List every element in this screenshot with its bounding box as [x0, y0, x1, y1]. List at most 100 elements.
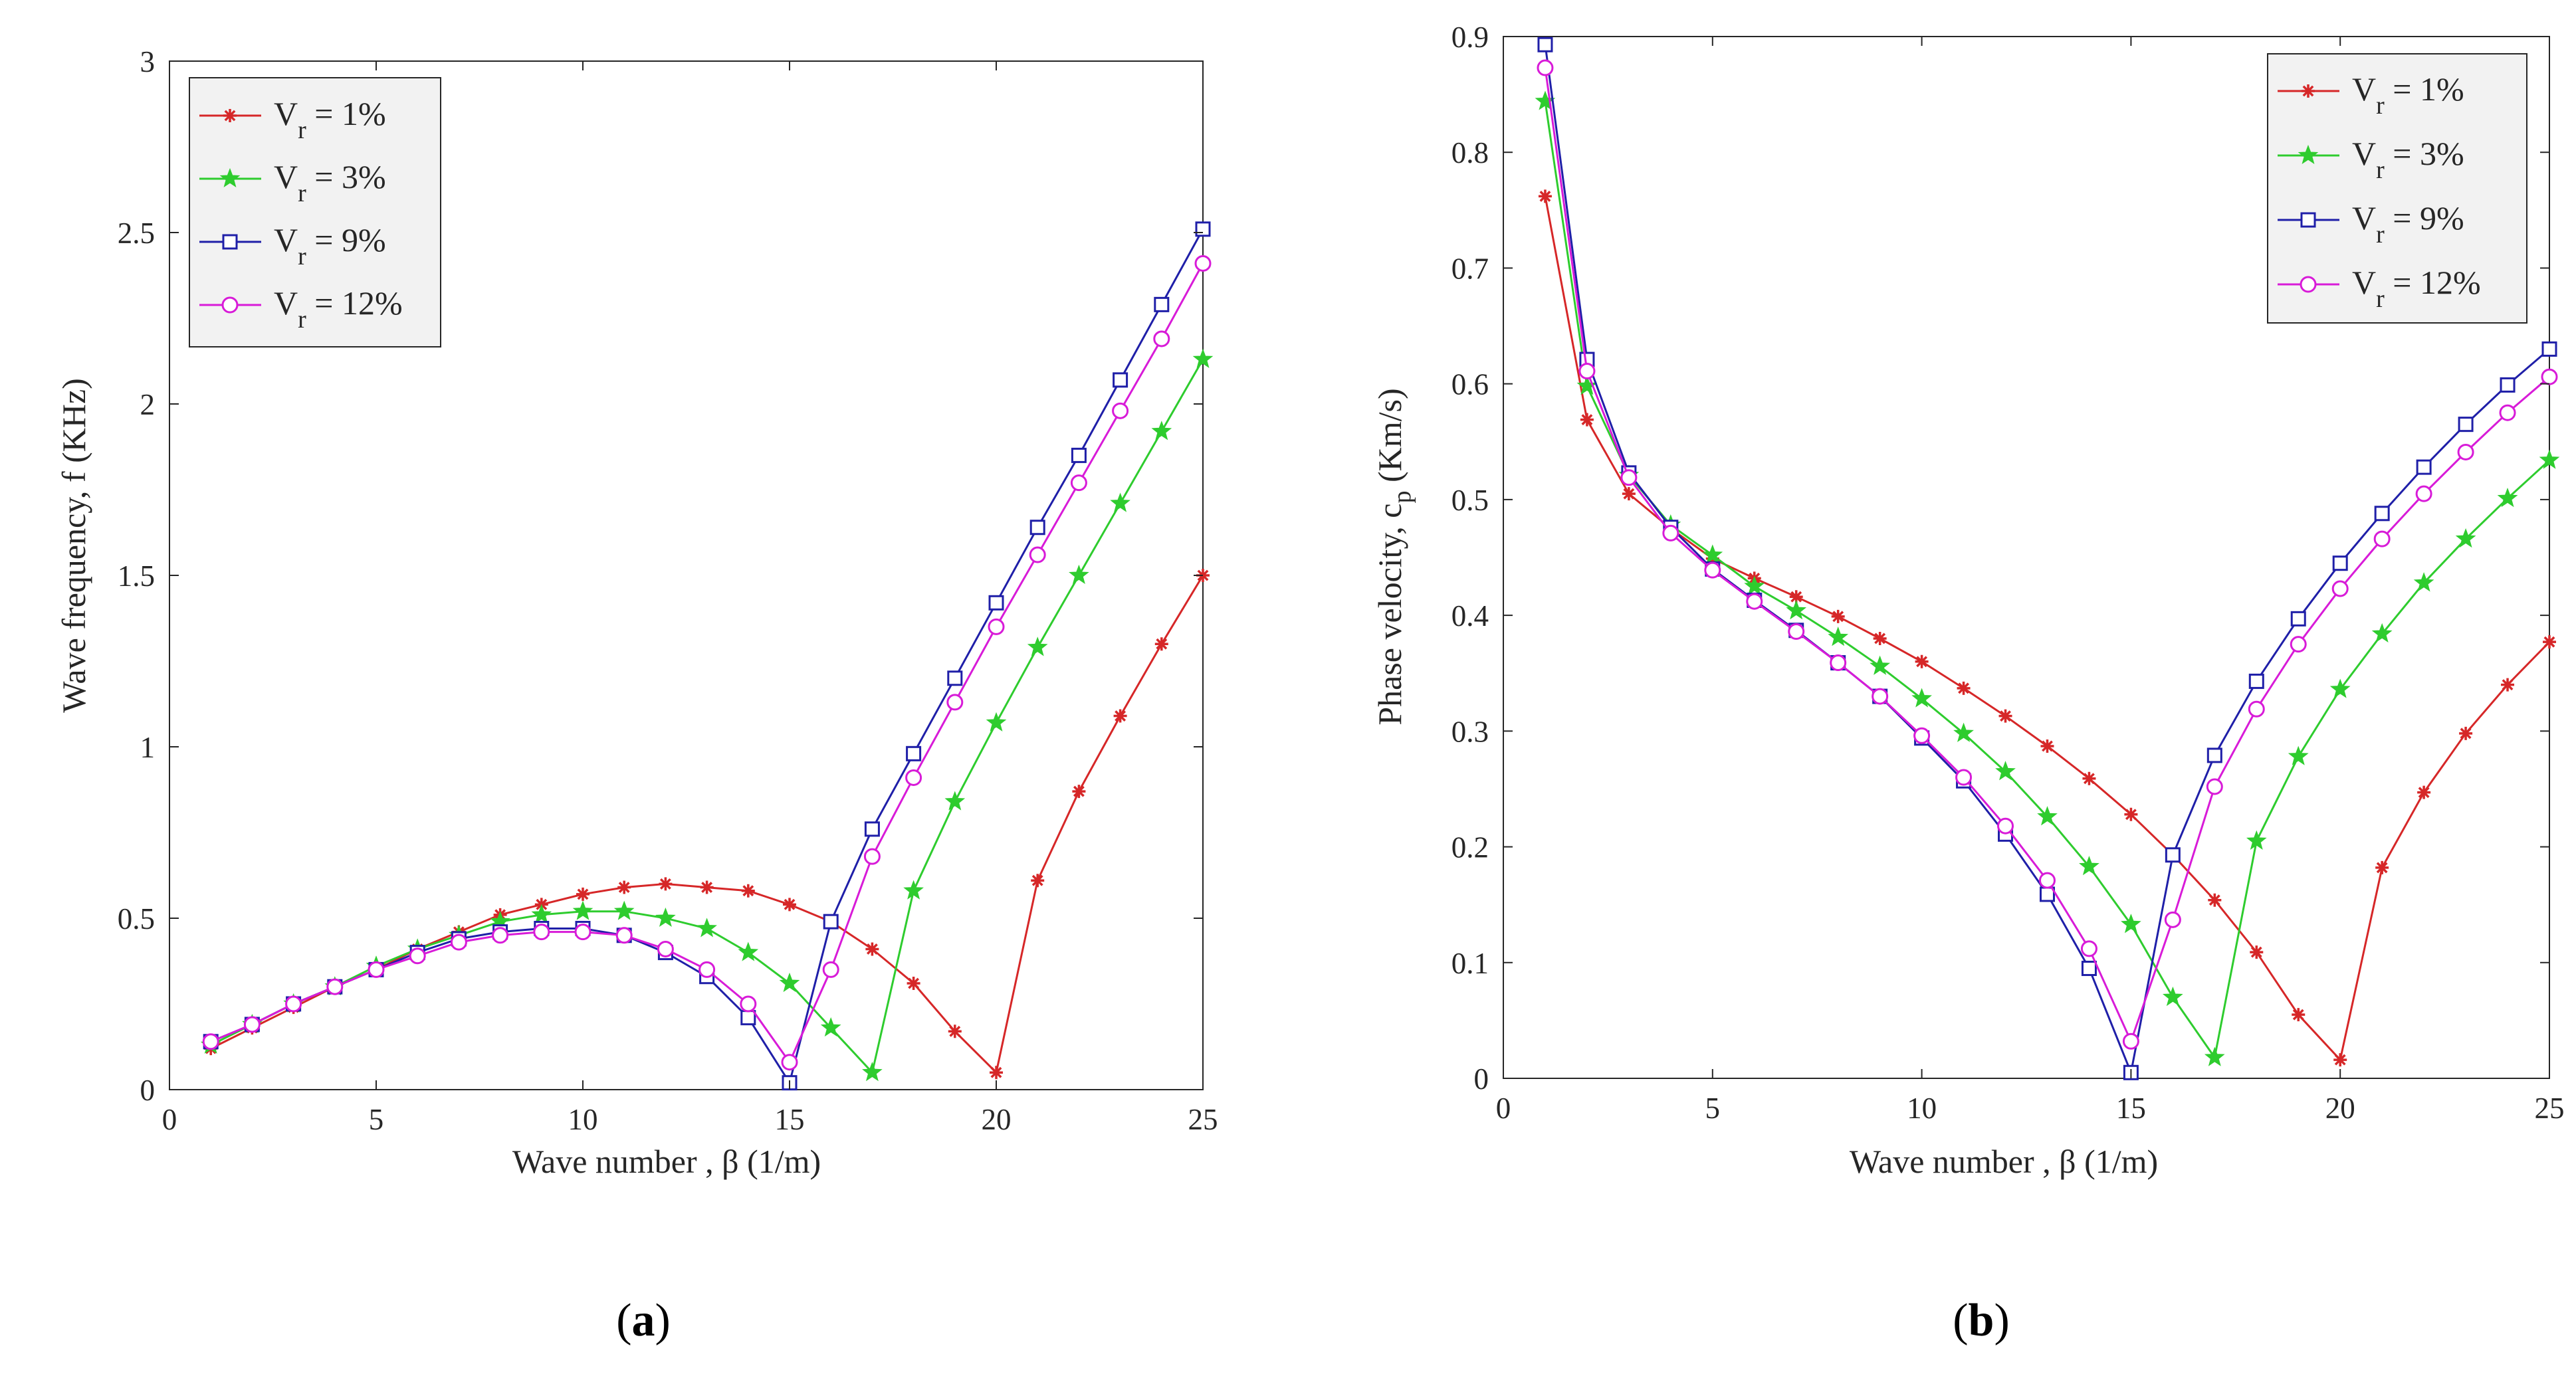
chart-a-legend-item: Vr = 9% — [199, 221, 386, 270]
chart-b-data-point — [2206, 747, 2222, 763]
chart-a-series-4 — [202, 254, 1212, 1071]
chart-b-legend-label: Vr = 9% — [2352, 199, 2464, 248]
chart-b-x-ticks: 0 5 10 15 20 25 — [1496, 37, 2565, 1125]
chart-a-data-point — [697, 918, 717, 937]
chart-a-data-point — [1153, 330, 1170, 347]
chart-b-legend-item: Vr = 3% — [2278, 135, 2464, 184]
chart-a-data-point — [1071, 447, 1087, 463]
chart-b-legend-label-rest: = 9% — [2385, 199, 2464, 237]
chart-a-data-point — [615, 927, 633, 944]
chart-a-data-point — [202, 1033, 219, 1050]
chart-b-data-point — [1786, 599, 1807, 620]
chart-b-data-point — [2290, 636, 2307, 653]
chart-b-data-point — [2371, 623, 2393, 643]
chart-b-data-point — [1995, 761, 2016, 781]
chart-b-data-point — [2329, 678, 2351, 698]
chart-b-data-point — [1704, 561, 1721, 579]
chart-b-legend-swatch-marker — [2300, 212, 2316, 228]
chart-b-legend-swatch-marker — [2300, 276, 2317, 293]
chart-a-data-point — [572, 900, 593, 920]
chart-b-data-point — [1662, 524, 1679, 541]
chart-a-data-point — [783, 898, 796, 912]
chart-a-data-point — [1113, 709, 1127, 723]
chart-a-data-point — [700, 880, 714, 894]
chart-b-y-ticks: 0 0.1 0.2 0.3 0.4 0.5 0.6 0.7 0.8 0.9 — [1451, 21, 2549, 1096]
chart-a-data-point — [990, 1066, 1003, 1080]
chart-b-data-point — [1702, 544, 1723, 564]
chart-a-legend-label-rest: = 9% — [306, 221, 386, 258]
chart-a-data-point — [1192, 348, 1214, 368]
chart-a-data-point — [781, 1054, 798, 1071]
chart-a-data-point — [574, 924, 591, 941]
chart-a-data-point — [986, 712, 1007, 732]
chart-a-x-tick-label: 0 — [162, 1103, 177, 1136]
chart-a-data-point — [492, 927, 509, 944]
chart-a-data-point — [740, 1010, 756, 1026]
chart-b-data-point — [1953, 722, 1974, 742]
chart-a-legend-label-sub: r — [298, 306, 306, 334]
chart-b-legend-label-sub: r — [2376, 92, 2385, 120]
chart-a-legend-label-main: V — [274, 158, 298, 195]
chart-b-data-point — [2079, 856, 2099, 876]
chart-a-data-point — [988, 618, 1005, 635]
chart-a-data-point — [779, 972, 800, 993]
chart-b-data-point — [2500, 377, 2516, 393]
chart-b-series-4 — [1537, 59, 2558, 1050]
chart-a-legend-label-sub: r — [298, 116, 306, 144]
chart-a-x-ticks: 0 5 10 15 20 25 — [162, 61, 1218, 1136]
chart-b-data-point — [1578, 363, 1596, 380]
chart-a-data-point — [865, 942, 879, 956]
chart-b-data-point — [2375, 860, 2389, 874]
chart-b-legend-label-sub: r — [2376, 285, 2385, 313]
chart-a-data-point — [655, 907, 676, 928]
chart-b-data-point — [2416, 459, 2432, 475]
chart-a-x-tick-label: 15 — [775, 1103, 805, 1136]
chart-b-data-point — [2250, 945, 2264, 959]
chart-a-legend-label: Vr = 3% — [274, 158, 386, 207]
chart-a-data-point — [948, 1025, 962, 1038]
chart-b-legend-label-rest: = 12% — [2385, 264, 2481, 301]
chart-a-y-ticks: 0 0.5 1 1.5 2 2.5 3 — [118, 45, 1203, 1107]
chart-b-data-point — [2080, 940, 2097, 957]
chart-a-data-point — [988, 595, 1004, 611]
chart-b-data-point — [1744, 575, 1765, 595]
chart-a-data-point — [368, 961, 385, 978]
chart-b-data-point — [2497, 487, 2518, 508]
chart-b-legend-item: Vr = 9% — [2278, 199, 2464, 248]
chart-b-y-axis-label-rest: (Km/s) — [1371, 388, 1408, 490]
chart-a-legend-item: Vr = 12% — [199, 284, 403, 334]
chart-a-data-point — [741, 884, 755, 898]
chart-b-plot-layer — [1503, 36, 2560, 1080]
chart-b-data-point — [2455, 528, 2476, 548]
chart-a-data-point — [738, 941, 759, 961]
chart-b-legend-label: Vr = 3% — [2352, 135, 2464, 184]
chart-a-data-point — [1029, 546, 1046, 563]
chart-a-data-point — [1029, 520, 1045, 536]
chart-a-data-point — [906, 745, 922, 761]
chart-b-y-tick-label: 0.8 — [1451, 136, 1489, 169]
chart-b-data-point — [2415, 485, 2432, 502]
chart-a-data-point — [1070, 474, 1087, 492]
chart-a-data-point — [1154, 637, 1168, 651]
chart-b-y-tick-label: 0.4 — [1451, 599, 1489, 633]
chart-a-y-axis-label: Wave frequency, f (KHz) — [55, 378, 92, 713]
chart-b-data-point — [2122, 1032, 2139, 1050]
chart-b-data-point — [2162, 986, 2183, 1007]
chart-b-data-point — [2082, 771, 2096, 785]
panel-label-b: (b) — [1953, 1295, 2010, 1346]
chart-a-data-point — [531, 904, 552, 924]
chart-a-y-tick-label: 2.5 — [118, 217, 155, 250]
chart-a-legend-item: Vr = 3% — [199, 158, 386, 207]
chart-b-data-point — [2040, 739, 2054, 753]
chart-b-x-axis-label: Wave number , β (1/m) — [1850, 1143, 2158, 1180]
chart-b-data-point — [1576, 375, 1598, 395]
chart-b-data-point — [2499, 404, 2516, 421]
chart-b-legend-label-main: V — [2352, 135, 2376, 172]
chart-b-data-point — [1955, 769, 1973, 786]
chart-a-y-tick-label: 3 — [140, 45, 156, 78]
panel-label-a: (a) — [616, 1295, 671, 1346]
chart-b-y-tick-label: 0 — [1474, 1062, 1489, 1096]
chart-b-legend-label-sub: r — [2376, 156, 2385, 184]
chart-b-y-axis-label: Phase velocity, cp (Km/s) — [1371, 388, 1416, 725]
